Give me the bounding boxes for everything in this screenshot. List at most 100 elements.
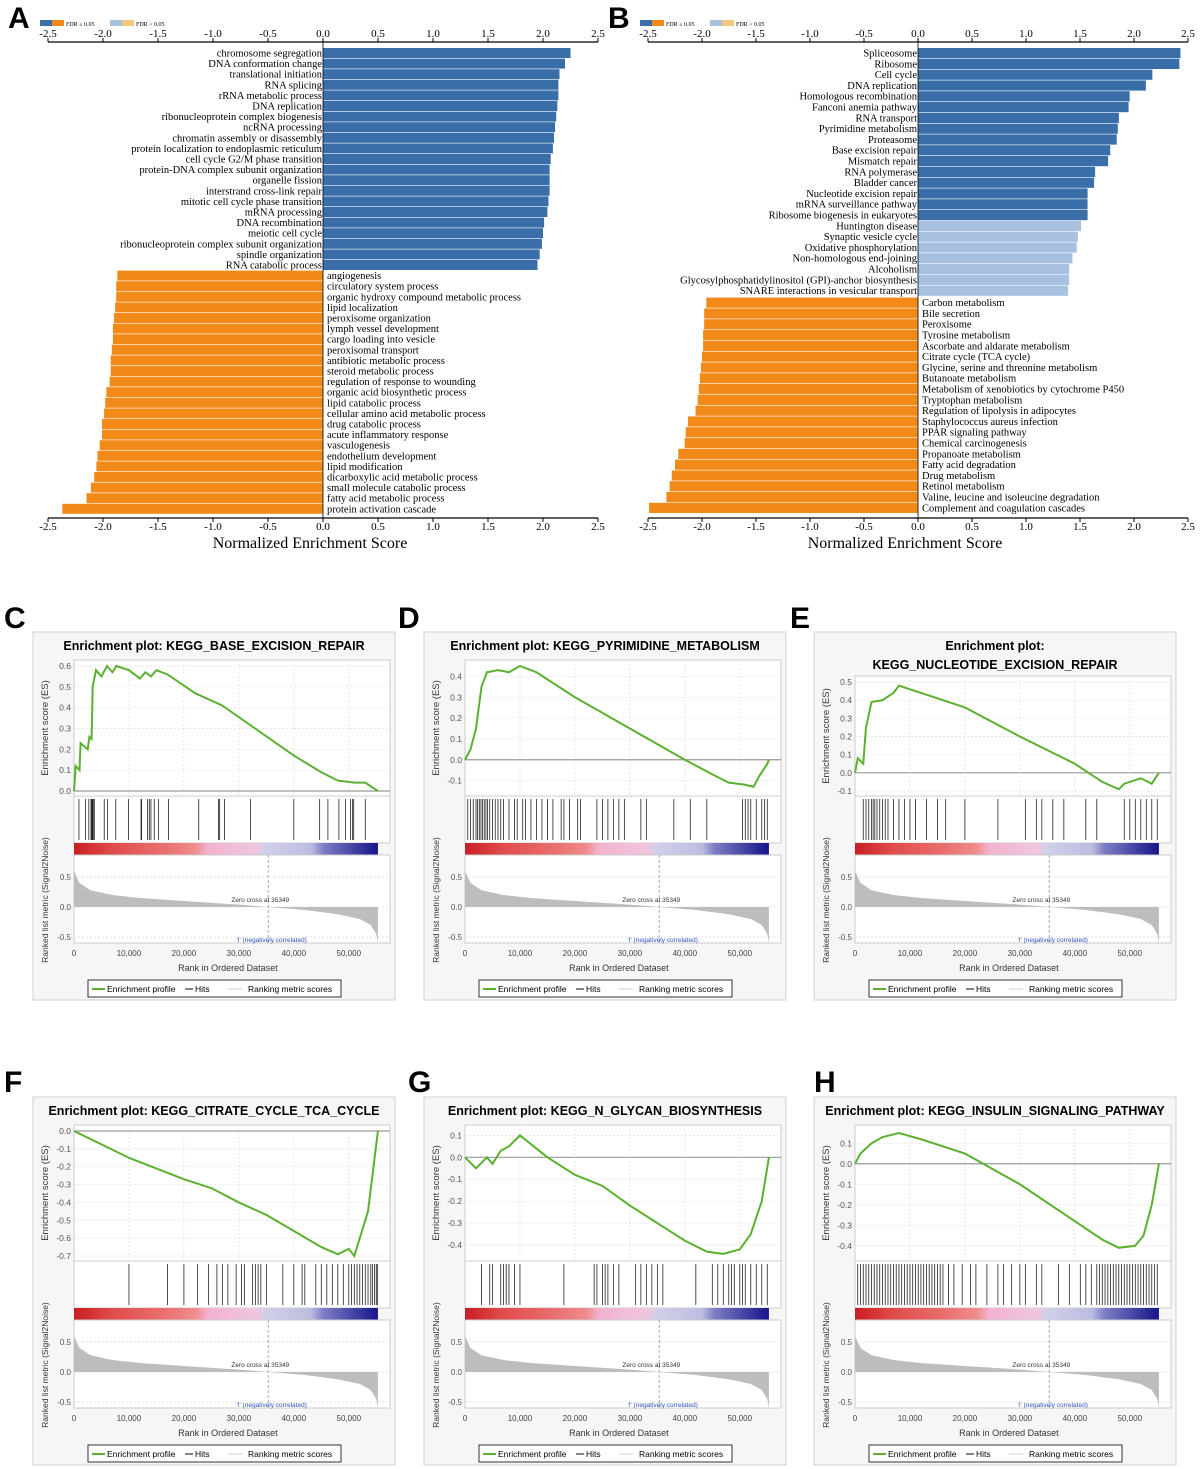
nes-bar-chart-a: FDR ≤ 0.05 FDR > 0.05 -2.5 -2.0 -1.5 -1.0 -0.5… bbox=[39, 20, 605, 552]
metric-axis-label: Ranked list metric (Signal2Noise) bbox=[821, 837, 831, 963]
panel-letter-a: A bbox=[8, 2, 30, 35]
bar-label: chromosome segregation bbox=[217, 49, 323, 60]
x-tick-label: -0.5 bbox=[259, 28, 277, 40]
legend-swatch-up-ns bbox=[110, 20, 122, 26]
bar-label: Butanoate metabolism bbox=[922, 374, 1016, 385]
ranking-metric-area bbox=[465, 1336, 769, 1408]
bar bbox=[323, 217, 545, 228]
bar-label: DNA conformation change bbox=[208, 59, 322, 70]
bar bbox=[104, 408, 323, 419]
x-tick-label: 30,000 bbox=[227, 949, 252, 958]
bar bbox=[323, 260, 538, 270]
bar bbox=[699, 373, 918, 384]
es-plot-area bbox=[854, 1124, 1172, 1262]
bar bbox=[101, 429, 324, 440]
es-tick-label: -0.2 bbox=[837, 1200, 852, 1210]
bar bbox=[703, 340, 918, 351]
bar bbox=[323, 249, 540, 260]
x-tick-label: -1.5 bbox=[747, 28, 765, 40]
x-tick-label: 10,000 bbox=[508, 1414, 533, 1423]
bar-label: cellular amino acid metabolic process bbox=[327, 409, 486, 420]
bar bbox=[649, 502, 918, 513]
x-tick-label: 10,000 bbox=[898, 1414, 923, 1423]
bar bbox=[671, 470, 918, 481]
negative-correlation-label: 'l' (negatively correlated) bbox=[237, 937, 307, 944]
legend-hits-label: Hits bbox=[976, 1449, 991, 1459]
gsea-plot-d: Enrichment plot: KEGG_PYRIMIDINE_METABOL… bbox=[423, 631, 787, 1001]
es-tick-label: 0.1 bbox=[840, 1138, 852, 1148]
bar-label: angiogenesis bbox=[327, 271, 381, 282]
x-axis-label: Rank in Ordered Dataset bbox=[569, 963, 669, 973]
bar-label: RNA catabolic process bbox=[226, 261, 322, 272]
es-tick-label: 0.5 bbox=[840, 677, 852, 687]
bar-label: chromatin assembly or disassembly bbox=[172, 133, 322, 144]
bar-label: mRNA processing bbox=[245, 208, 323, 219]
x-tick-label: 40,000 bbox=[673, 949, 698, 958]
bar bbox=[111, 344, 323, 355]
metric-axis-label: Ranked list metric (Signal2Noise) bbox=[40, 837, 50, 963]
legend-enrichment-label: Enrichment profile bbox=[107, 984, 176, 994]
x-tick-label: 10,000 bbox=[117, 949, 142, 958]
negative-correlation-label: 'l' (negatively correlated) bbox=[628, 937, 698, 944]
es-tick-label: -0.6 bbox=[56, 1233, 71, 1243]
es-tick-label: 0.6 bbox=[59, 661, 71, 671]
legend-enrichment-label: Enrichment profile bbox=[888, 1449, 957, 1459]
x-tick-label: 50,000 bbox=[337, 949, 362, 958]
plot-title: Enrichment plot: KEGG_BASE_EXCISION_REPA… bbox=[63, 639, 364, 653]
x-tick-label: -2.0 bbox=[94, 521, 112, 533]
legend-enrichment-label: Enrichment profile bbox=[498, 984, 567, 994]
hits-area bbox=[464, 795, 782, 844]
es-tick-label: 0.0 bbox=[840, 768, 852, 778]
es-tick-label: 0.3 bbox=[59, 724, 71, 734]
metric-tick-label: 0.5 bbox=[841, 873, 853, 882]
bar bbox=[323, 164, 550, 175]
legend-box bbox=[478, 979, 733, 998]
legend-box bbox=[868, 1444, 1123, 1463]
bar bbox=[702, 351, 918, 362]
legend-hits-label: Hits bbox=[195, 1449, 210, 1459]
gsea-plot-f: Enrichment plot: KEGG_CITRATE_CYCLE_TCA_… bbox=[32, 1096, 396, 1466]
x-axis-label: Rank in Ordered Dataset bbox=[178, 963, 278, 973]
plot-title: KEGG_NUCLEOTIDE_EXCISION_REPAIR bbox=[873, 658, 1118, 672]
x-axis-label: Rank in Ordered Dataset bbox=[178, 1428, 278, 1438]
es-tick-label: -0.1 bbox=[447, 776, 462, 786]
x-tick-label: 50,000 bbox=[728, 949, 753, 958]
x-tick-label: 30,000 bbox=[1008, 949, 1033, 958]
es-axis-label: Enrichment score (ES) bbox=[40, 680, 51, 776]
metric-tick-label: -0.5 bbox=[448, 933, 462, 942]
x-tick-label: 1.0 bbox=[1019, 28, 1033, 40]
x-tick-label: 2.0 bbox=[536, 28, 550, 40]
legend-metric-label: Ranking metric scores bbox=[1029, 1449, 1113, 1459]
bar-label: lipid localization bbox=[327, 303, 399, 314]
bar bbox=[323, 207, 548, 217]
es-tick-label: -0.4 bbox=[56, 1197, 71, 1207]
x-tick-label: 2.0 bbox=[1127, 28, 1141, 40]
es-plot-area bbox=[854, 675, 1172, 797]
legend-label-sig: FDR ≤ 0.05 bbox=[66, 22, 94, 28]
bar-label: DNA replication bbox=[847, 81, 917, 92]
ranked-colorbar bbox=[855, 1308, 1159, 1320]
bar-label: Oxidative phosphorylation bbox=[805, 243, 918, 254]
bar-label: peroxisomal transport bbox=[327, 345, 419, 356]
es-tick-label: 0.1 bbox=[840, 750, 852, 760]
ranking-metric-area bbox=[74, 1336, 378, 1408]
bar bbox=[97, 450, 323, 461]
x-tick-label: 2.5 bbox=[1181, 521, 1195, 533]
bar bbox=[684, 438, 918, 449]
es-tick-label: -0.3 bbox=[447, 1218, 462, 1228]
x-tick-label: 2.0 bbox=[1127, 521, 1141, 533]
zero-cross-label: Zero cross at 35349 bbox=[1012, 897, 1070, 904]
bar-label: cargo loading into vesicle bbox=[327, 335, 435, 346]
es-tick-label: 0.3 bbox=[840, 713, 852, 723]
es-tick-label: 0.4 bbox=[450, 671, 462, 681]
ranked-colorbar bbox=[465, 843, 769, 855]
es-tick-label: -0.7 bbox=[56, 1251, 71, 1261]
bar-label: Complement and coagulation cascades bbox=[922, 503, 1085, 514]
x-tick-label: 0.0 bbox=[316, 521, 330, 533]
bar-label: organelle fission bbox=[252, 176, 322, 187]
bar bbox=[323, 79, 559, 90]
x-tick-label: 0.0 bbox=[316, 28, 330, 40]
bar-label: Pyrimidine metabolism bbox=[819, 124, 917, 135]
x-axis-label: Rank in Ordered Dataset bbox=[959, 963, 1059, 973]
bar-label: Citrate cycle (TCA cycle) bbox=[922, 352, 1031, 363]
